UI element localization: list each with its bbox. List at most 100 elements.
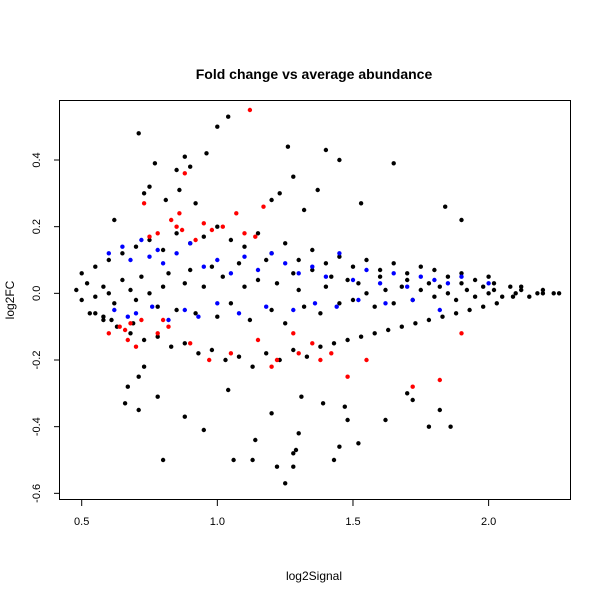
data-point xyxy=(486,281,491,286)
data-point xyxy=(182,414,187,419)
data-point xyxy=(136,131,141,136)
y-tick-label: 0.0 xyxy=(31,286,43,301)
data-point xyxy=(337,251,342,256)
data-point xyxy=(386,327,391,333)
data-point xyxy=(264,257,269,263)
data-point xyxy=(323,274,329,279)
data-point xyxy=(120,244,125,249)
data-points xyxy=(74,107,562,486)
x-axis: 0.5 1.0 1.5 2.0 xyxy=(74,500,496,528)
data-point xyxy=(74,287,79,293)
data-point xyxy=(291,271,296,276)
data-point xyxy=(155,247,160,253)
data-point xyxy=(147,291,152,296)
data-point xyxy=(350,277,356,283)
data-point xyxy=(323,284,329,289)
data-point xyxy=(391,301,396,306)
data-point xyxy=(445,281,451,286)
data-point xyxy=(182,281,187,286)
data-point xyxy=(391,261,396,266)
data-point xyxy=(177,187,182,193)
data-point xyxy=(109,317,114,323)
data-point xyxy=(193,311,198,316)
data-point xyxy=(453,311,459,316)
data-point xyxy=(510,294,516,299)
data-point xyxy=(472,277,478,283)
data-point xyxy=(106,291,112,296)
data-point xyxy=(413,321,418,326)
data-point xyxy=(93,264,98,269)
data-point xyxy=(481,284,486,289)
data-point xyxy=(364,357,369,363)
data-point xyxy=(201,427,206,433)
data-point xyxy=(296,431,301,436)
data-point xyxy=(87,311,93,316)
data-point xyxy=(264,304,269,309)
data-point xyxy=(283,241,288,246)
data-point xyxy=(269,251,274,256)
data-point xyxy=(133,244,139,249)
x-tick-label: 2.0 xyxy=(481,516,496,528)
data-point xyxy=(372,304,377,309)
data-point xyxy=(79,297,84,303)
data-point xyxy=(293,447,299,453)
data-point xyxy=(242,231,247,236)
x-axis-label: log2Signal xyxy=(286,569,342,583)
data-point xyxy=(150,304,155,309)
data-point xyxy=(166,271,171,276)
data-point xyxy=(174,231,179,236)
data-point xyxy=(234,211,239,216)
data-point xyxy=(410,384,415,389)
data-point xyxy=(337,444,342,449)
x-tick-label: 1.0 xyxy=(210,516,225,528)
data-point xyxy=(226,387,231,393)
data-point xyxy=(174,307,179,313)
data-point xyxy=(356,281,361,286)
data-point xyxy=(155,334,160,339)
data-point xyxy=(269,411,274,416)
data-point xyxy=(120,277,125,283)
data-point xyxy=(296,257,301,263)
data-point xyxy=(125,384,130,389)
data-point xyxy=(120,251,125,256)
data-point xyxy=(283,261,288,266)
data-point xyxy=(201,264,206,269)
data-point xyxy=(201,284,206,289)
data-point xyxy=(163,197,168,203)
data-point xyxy=(358,334,364,339)
data-point xyxy=(350,297,356,303)
data-point xyxy=(209,347,215,353)
data-point xyxy=(299,394,304,399)
data-point xyxy=(228,237,234,243)
data-point xyxy=(166,317,171,323)
data-point xyxy=(112,217,117,223)
data-point xyxy=(141,337,147,343)
data-point xyxy=(141,364,147,369)
data-point xyxy=(331,341,337,346)
data-point xyxy=(101,317,106,323)
data-point xyxy=(445,291,451,296)
series-0 xyxy=(74,114,562,486)
data-point xyxy=(486,274,491,279)
data-point xyxy=(139,317,144,323)
data-point xyxy=(169,344,174,349)
data-point xyxy=(117,324,122,329)
data-point xyxy=(125,314,130,319)
data-point xyxy=(356,441,361,446)
data-point xyxy=(125,337,130,343)
data-point xyxy=(228,351,234,356)
data-point xyxy=(426,281,432,286)
data-point xyxy=(491,281,497,286)
data-point xyxy=(160,247,166,253)
data-point xyxy=(147,234,152,239)
data-point xyxy=(106,251,112,256)
data-point xyxy=(551,291,556,296)
data-point xyxy=(209,264,215,269)
data-point xyxy=(345,374,350,379)
data-point xyxy=(291,174,296,179)
data-point xyxy=(188,341,193,346)
data-point xyxy=(196,314,201,319)
data-point xyxy=(329,274,334,279)
data-point xyxy=(79,271,84,276)
data-point xyxy=(269,364,274,369)
